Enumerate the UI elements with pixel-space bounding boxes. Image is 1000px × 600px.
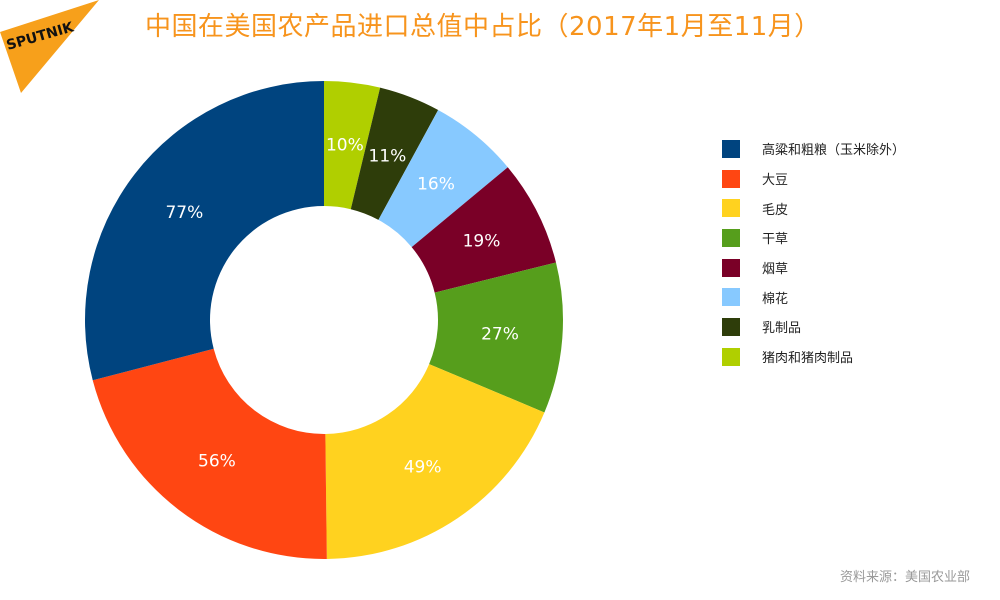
- slice-label: 77%: [165, 203, 203, 223]
- slice-label: 27%: [481, 325, 519, 345]
- chart-title: 中国在美国农产品进口总值中占比（2017年1月至11月）: [145, 12, 821, 42]
- legend-swatch: [722, 347, 740, 366]
- sputnik-logo: SPUTNIK: [0, 0, 99, 93]
- legend-item: 大豆: [722, 164, 905, 194]
- legend-swatch: [722, 228, 740, 247]
- legend-label: 烟草: [762, 262, 789, 278]
- donut-slice: [84, 81, 324, 381]
- legend-item: 烟草: [722, 253, 905, 283]
- slice-label: 10%: [326, 136, 364, 156]
- legend-swatch: [722, 199, 740, 218]
- donut-slice: [429, 262, 564, 413]
- legend-item: 猪肉和猪肉制品: [722, 342, 905, 372]
- legend-swatch: [722, 317, 740, 336]
- donut-slice: [325, 364, 545, 559]
- legend-label: 大豆: [762, 173, 789, 189]
- legend-label: 高粱和粗粮（玉米除外）: [762, 143, 906, 159]
- donut-slice: [378, 110, 508, 248]
- legend-swatch: [722, 258, 740, 277]
- slice-label: 16%: [417, 175, 455, 195]
- slice-label: 19%: [463, 231, 501, 251]
- slice-label: 11%: [369, 146, 407, 166]
- legend-item: 乳制品: [722, 312, 905, 342]
- legend-swatch: [722, 139, 740, 158]
- legend-label: 猪肉和猪肉制品: [762, 351, 854, 367]
- donut-slice: [411, 167, 556, 293]
- legend-swatch: [722, 169, 740, 188]
- legend-swatch: [722, 288, 740, 307]
- legend-item: 毛皮: [722, 193, 905, 223]
- donut-slice: [324, 81, 381, 210]
- legend: 高粱和粗粮（玉米除外） 大豆毛皮干草烟草棉花乳制品猪肉和猪肉制品: [722, 134, 905, 372]
- legend-label: 毛皮: [762, 202, 789, 218]
- donut-slice: [350, 87, 439, 220]
- legend-label: 棉花: [762, 291, 789, 307]
- slice-label: 49%: [404, 457, 442, 477]
- slice-label: 56%: [198, 451, 236, 471]
- legend-item: 干草: [722, 223, 905, 253]
- legend-label: 干草: [762, 232, 789, 248]
- legend-item: 棉花: [722, 282, 905, 312]
- source-note: 资料来源：美国农业部: [839, 570, 970, 585]
- donut-slice: [92, 348, 327, 559]
- legend-label: 乳制品: [762, 321, 802, 337]
- legend-item: 高粱和粗粮（玉米除外）: [722, 134, 905, 164]
